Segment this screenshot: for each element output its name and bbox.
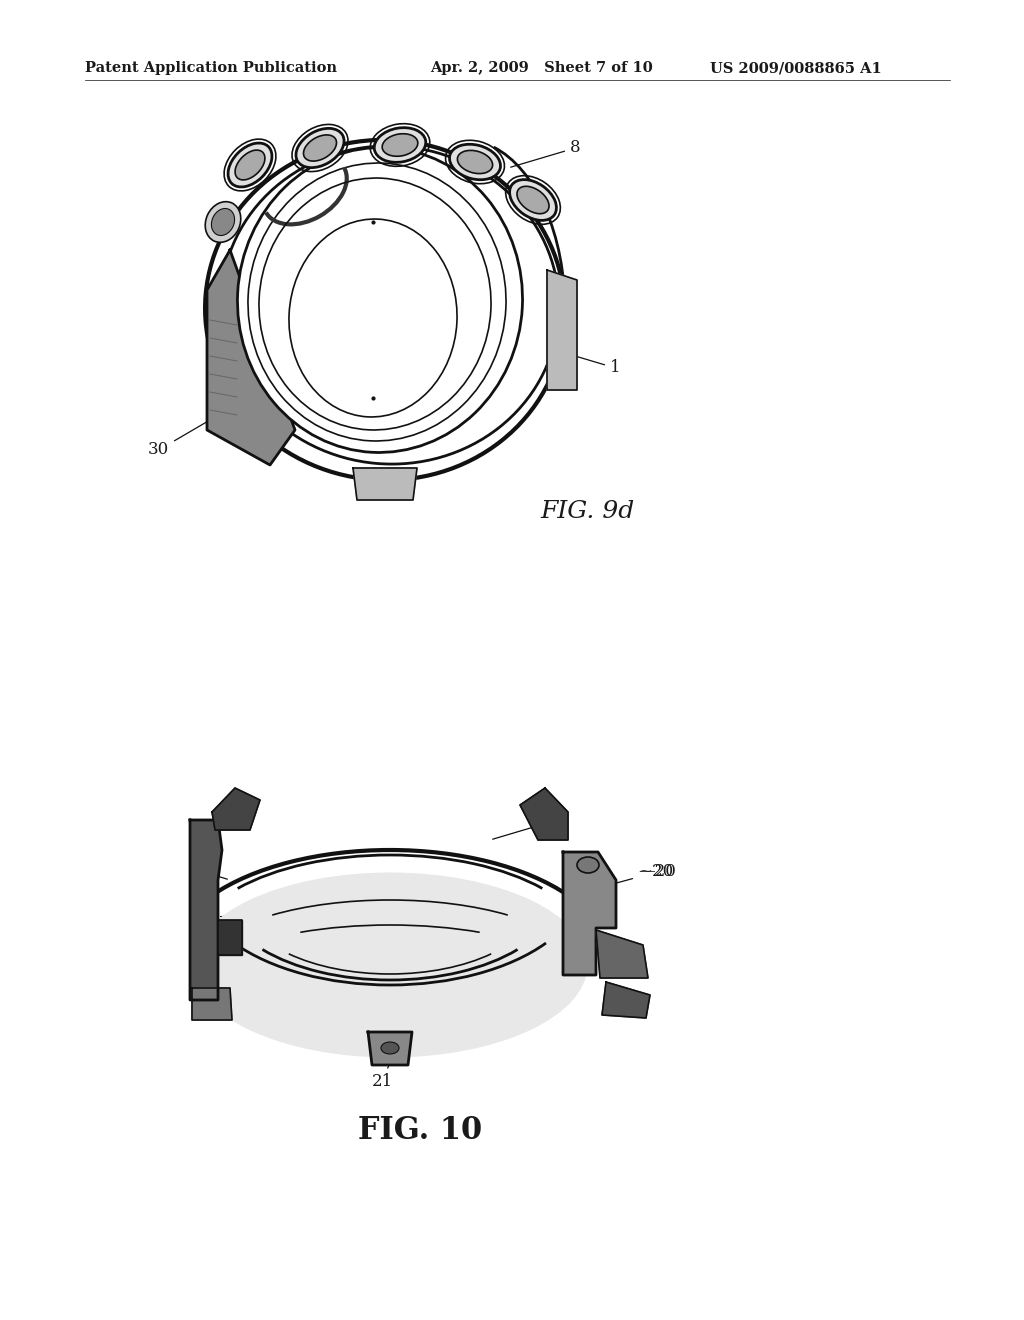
Text: US 2009/0088865 A1: US 2009/0088865 A1 xyxy=(710,61,882,75)
Ellipse shape xyxy=(193,873,588,1057)
Text: 15: 15 xyxy=(193,933,211,946)
Ellipse shape xyxy=(211,209,234,235)
Text: 30: 30 xyxy=(148,421,208,458)
Text: Patent Application Publication: Patent Application Publication xyxy=(85,61,337,75)
Text: 8: 8 xyxy=(511,140,581,168)
Ellipse shape xyxy=(510,180,556,220)
Text: —20: —20 xyxy=(601,863,676,887)
Text: 29: 29 xyxy=(193,957,212,972)
Text: 21: 21 xyxy=(372,1065,393,1090)
Polygon shape xyxy=(547,271,577,389)
Ellipse shape xyxy=(458,150,493,174)
Ellipse shape xyxy=(450,144,501,180)
Text: 26: 26 xyxy=(193,981,212,995)
Ellipse shape xyxy=(381,1041,399,1053)
Ellipse shape xyxy=(236,150,265,180)
Polygon shape xyxy=(207,249,295,465)
Polygon shape xyxy=(520,788,568,840)
Ellipse shape xyxy=(296,128,344,168)
Polygon shape xyxy=(368,1032,412,1065)
Polygon shape xyxy=(193,987,232,1020)
Text: ~20: ~20 xyxy=(638,863,673,880)
Ellipse shape xyxy=(238,148,522,453)
Ellipse shape xyxy=(303,135,337,161)
Text: 1: 1 xyxy=(558,351,621,376)
Polygon shape xyxy=(596,931,648,978)
Ellipse shape xyxy=(205,140,565,480)
Ellipse shape xyxy=(228,143,272,187)
Text: 30: 30 xyxy=(493,813,561,840)
Text: 1: 1 xyxy=(193,862,227,879)
Polygon shape xyxy=(563,851,616,975)
Ellipse shape xyxy=(517,186,549,214)
Polygon shape xyxy=(218,920,242,954)
Ellipse shape xyxy=(577,857,599,873)
Ellipse shape xyxy=(382,133,418,156)
Polygon shape xyxy=(602,982,650,1018)
Ellipse shape xyxy=(205,202,241,243)
Text: FIG. 9d: FIG. 9d xyxy=(540,500,634,523)
Text: FIG. 10: FIG. 10 xyxy=(358,1115,482,1146)
Text: 16: 16 xyxy=(193,909,212,923)
Text: Apr. 2, 2009   Sheet 7 of 10: Apr. 2, 2009 Sheet 7 of 10 xyxy=(430,61,652,75)
Polygon shape xyxy=(353,469,417,500)
Polygon shape xyxy=(212,788,260,830)
Polygon shape xyxy=(190,820,222,1001)
Ellipse shape xyxy=(374,128,426,162)
